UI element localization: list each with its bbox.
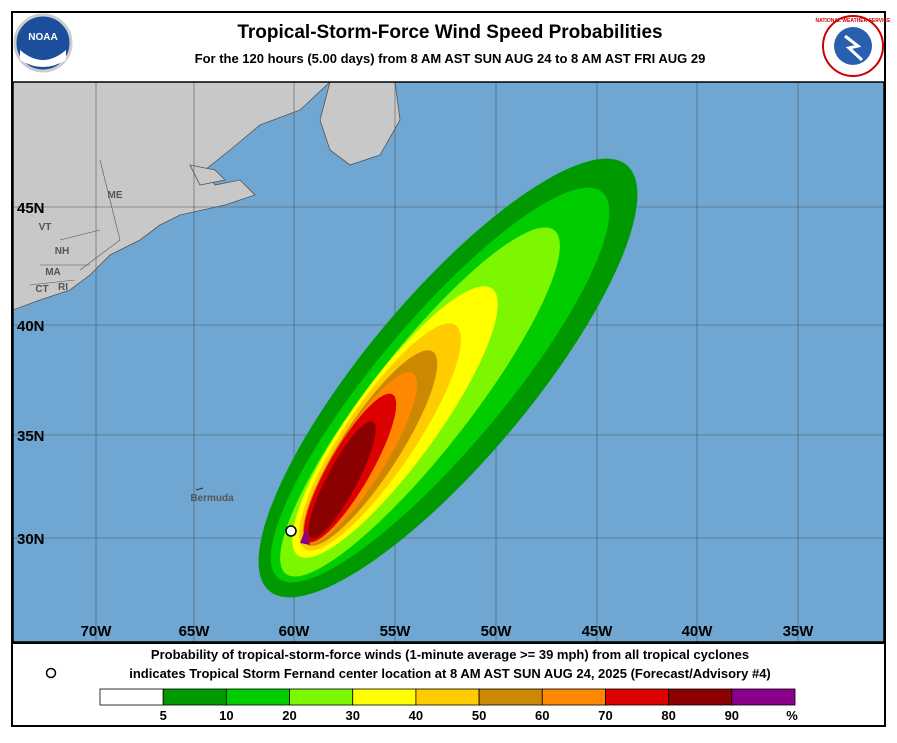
- lon-label: 60W: [279, 623, 311, 640]
- legend-label: 40: [409, 708, 423, 723]
- legend: 5 10 20 30 40 50 60 70 80 90%: [99, 688, 798, 723]
- storm-center: [285, 525, 297, 537]
- legend-swatch: [731, 688, 796, 706]
- place-label: Bermuda: [190, 493, 234, 504]
- legend-label: 30: [345, 708, 359, 723]
- legend-swatch: [668, 688, 733, 706]
- legend-label: %: [786, 708, 798, 723]
- lon-label: 70W: [81, 623, 113, 640]
- legend-label: 60: [535, 708, 549, 723]
- logo-text: NOAA: [28, 32, 57, 43]
- land: [319, 82, 401, 166]
- place-label: MA: [45, 267, 61, 278]
- island: [195, 487, 204, 491]
- legend-label: 70: [598, 708, 612, 723]
- subtitle: For the 120 hours (5.00 days) from 8 AM …: [195, 51, 706, 66]
- place-label: ME: [108, 190, 123, 201]
- caption: Probability of tropical-storm-force wind…: [151, 647, 749, 662]
- place-label: NH: [55, 246, 69, 257]
- place-label: RI: [58, 282, 68, 293]
- lon-label: 40W: [682, 623, 714, 640]
- lon-label: 50W: [481, 623, 513, 640]
- legend-swatch: [605, 688, 670, 706]
- legend-swatch: [415, 688, 480, 706]
- border: [29, 159, 121, 286]
- lon-label: 55W: [380, 623, 412, 640]
- legend-label: 20: [282, 708, 296, 723]
- lat-label: 30N: [17, 531, 45, 548]
- lat-label: 40N: [17, 318, 45, 335]
- grid: 70W 65W 60W 55W 50W 45W 40W 35W 45N 40N 35N 30N: [13, 82, 884, 642]
- logo-text: NATIONAL WEATHER SERVICE: [816, 18, 892, 24]
- lon-label: 65W: [179, 623, 211, 640]
- legend-label: 90: [725, 708, 739, 723]
- legend-label: 5: [160, 708, 167, 723]
- legend-swatch: [99, 688, 164, 706]
- noaa-logo: NOAA: [13, 13, 73, 73]
- legend-swatch: [352, 688, 417, 706]
- legend-label: 80: [661, 708, 675, 723]
- land: [189, 164, 226, 186]
- marker-key: [45, 667, 57, 679]
- legend-swatch: [289, 688, 354, 706]
- legend-swatch: [478, 688, 543, 706]
- legend-swatch: [162, 688, 227, 706]
- place-label: CT: [35, 284, 48, 295]
- land: [13, 82, 331, 311]
- lon-label: 35W: [783, 623, 815, 640]
- probability-swath: [258, 158, 638, 598]
- legend-swatch: [541, 688, 606, 706]
- place-label: VT: [39, 222, 52, 233]
- lat-label: 35N: [17, 428, 45, 445]
- map: 70W 65W 60W 55W 50W 45W 40W 35W 45N 40N 35N 30N ME V…: [13, 82, 884, 642]
- frame: [11, 11, 886, 727]
- legend-swatch: [225, 688, 290, 706]
- legend-label: 50: [472, 708, 486, 723]
- title: Tropical-Storm-Force Wind Speed Probabil…: [237, 22, 662, 43]
- lat-label: 45N: [17, 200, 45, 217]
- nws-logo: NATIONAL WEATHER SERVICE: [816, 15, 892, 77]
- legend-label: 10: [219, 708, 233, 723]
- lon-label: 45W: [582, 623, 614, 640]
- caption: indicates Tropical Storm Fernand center …: [129, 666, 771, 681]
